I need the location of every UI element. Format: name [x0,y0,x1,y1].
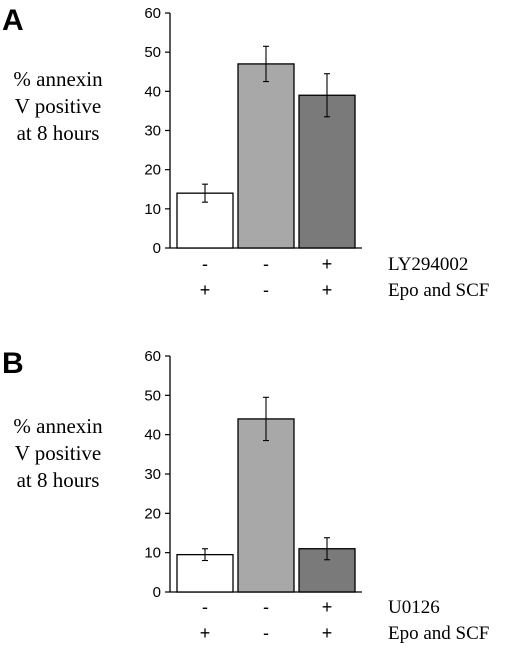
condition-sign: + [200,623,211,643]
bar [298,94,356,249]
condition-label: U0126 [388,597,440,618]
y-tick-label: 50 [144,44,161,61]
y-tick-label: 30 [144,466,161,483]
panel-label: A [2,4,24,37]
condition-sign: - [263,280,269,300]
y-tick-label: 30 [144,123,161,140]
condition-label: Epo and SCF [388,623,489,644]
condition-sign: + [200,280,211,300]
y-axis-label-line: V positive [15,94,102,118]
y-axis-label-line: % annexin [13,67,103,91]
y-axis-label-line: % annexin [13,414,103,438]
y-axis-label-line: at 8 hours [17,468,100,492]
y-tick-label: 20 [144,505,161,522]
y-tick-label: 60 [144,348,161,365]
condition-sign: + [322,597,333,617]
chart-panel-a: A % annexin V positive at 8 hours 0 10 20 30 40 5… [2,4,489,301]
y-tick-label: 10 [144,201,161,218]
bar [237,418,295,593]
y-tick-label: 0 [153,240,161,257]
y-axis-label-line: V positive [15,441,102,465]
condition-sign: - [263,623,269,643]
bar [237,63,295,249]
y-tick-label: 10 [144,545,161,562]
y-axis-label-line: at 8 hours [17,121,100,145]
condition-label: LY294002 [388,254,468,275]
y-tick-label: 60 [144,5,161,22]
condition-sign: + [322,280,333,300]
y-tick-label: 50 [144,387,161,404]
condition-sign: - [263,597,269,617]
y-tick-label: 40 [144,427,161,444]
y-tick-label: 20 [144,162,161,179]
chart-panel-b: B % annexin V positive at 8 hours 0 10 20 30 40 5… [2,347,489,644]
condition-sign: + [322,254,333,274]
condition-sign: - [202,254,208,274]
y-tick-label: 0 [153,584,161,601]
condition-label: Epo and SCF [388,280,489,301]
condition-sign: - [202,597,208,617]
condition-sign: - [263,254,269,274]
y-tick-label: 40 [144,83,161,100]
condition-sign: + [322,623,333,643]
panel-label: B [2,347,24,380]
